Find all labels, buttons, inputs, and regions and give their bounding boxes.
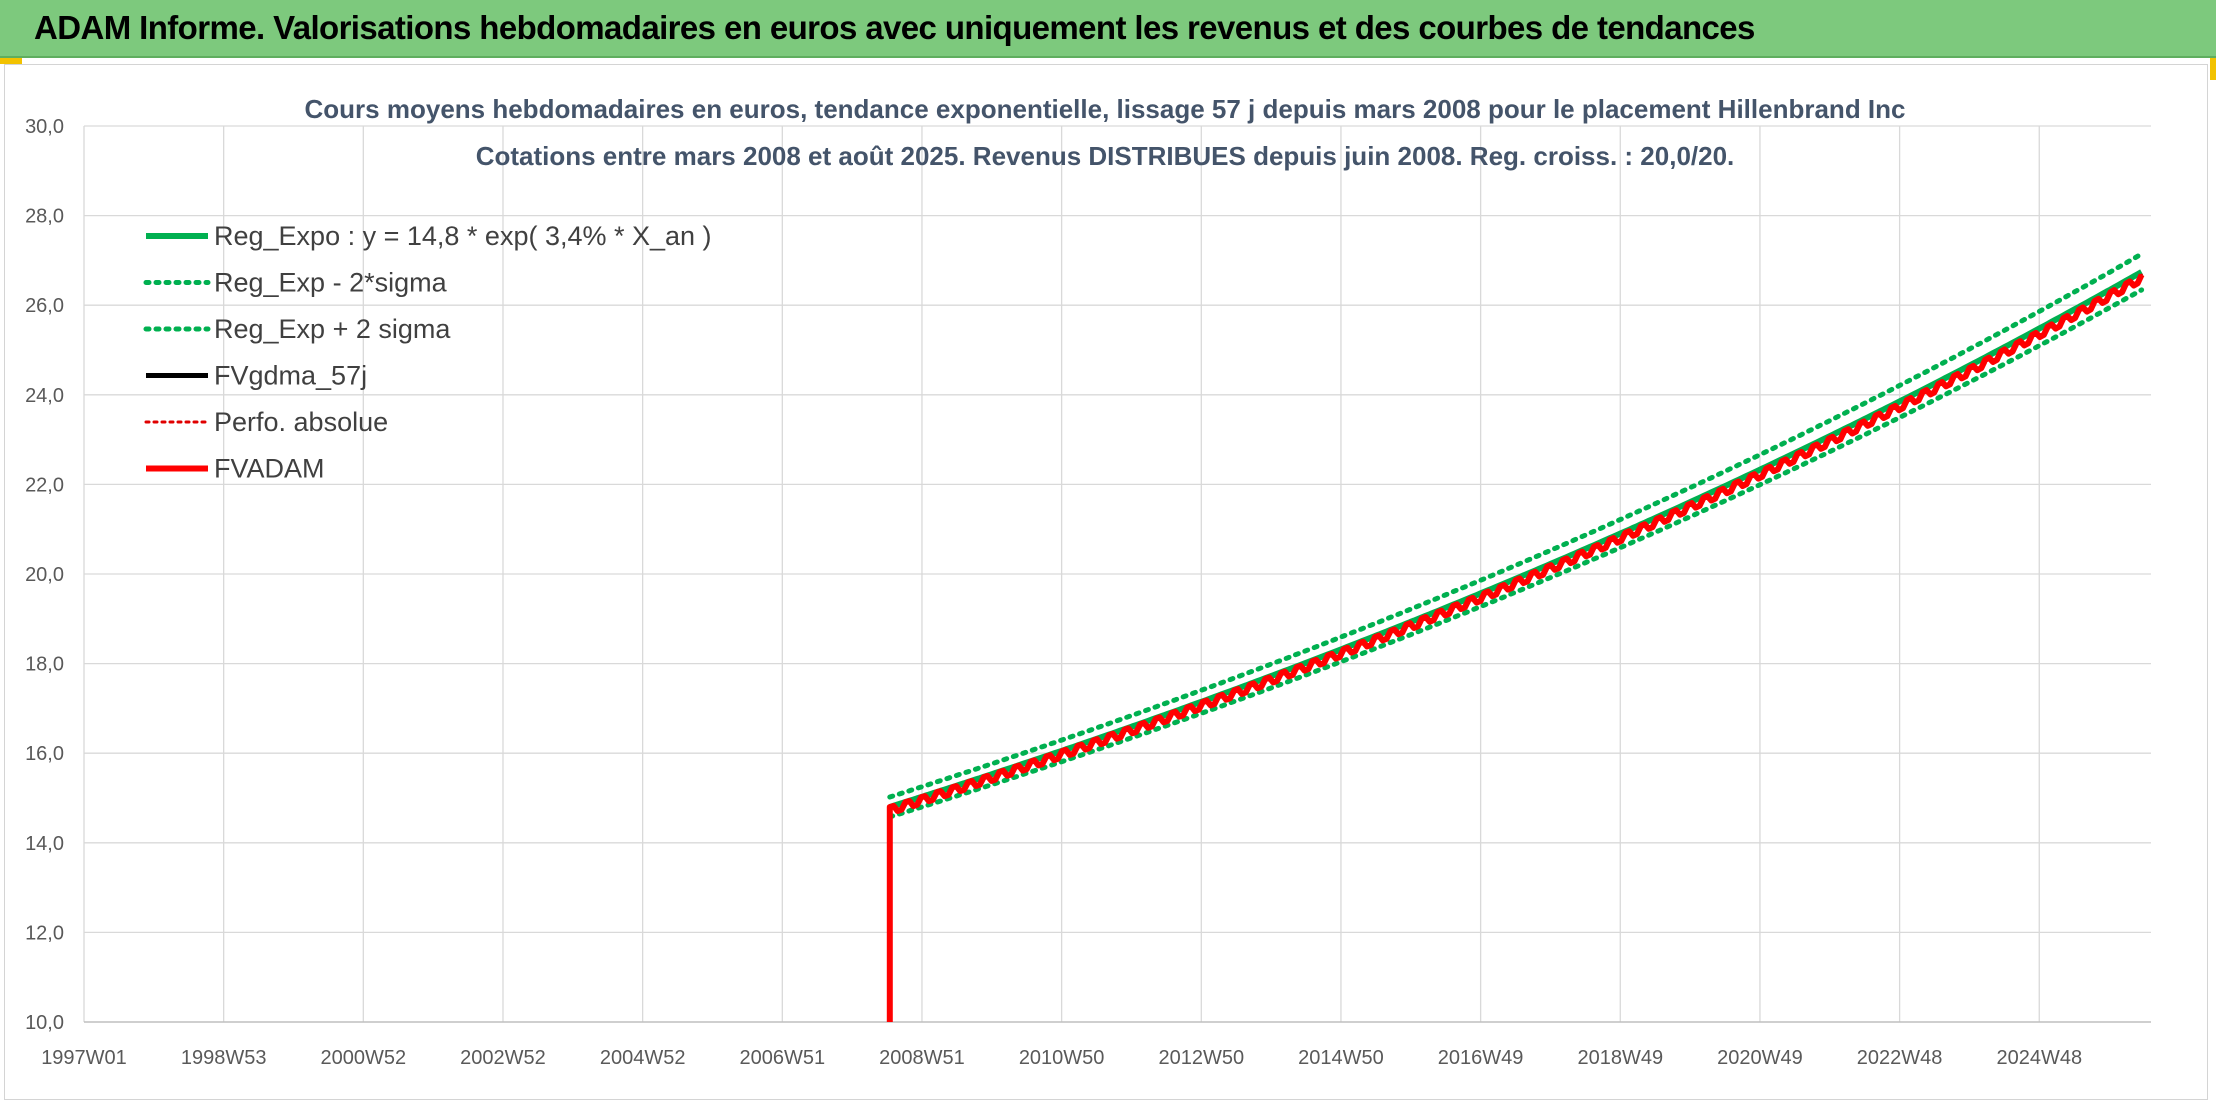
x-tick-label: 2002W52 [460, 1047, 546, 1069]
chart-title: Cours moyens hebdomadaires en euros, ten… [305, 94, 1906, 124]
y-axis-ticks: 10,0 12,0 14,0 16,0 18,0 20,0 22,0 24,0 26,0 28,0… [25, 116, 64, 1034]
chart-subtitle: Cotations entre mars 2008 et août 2025. … [476, 141, 1735, 171]
x-tick-label: 2006W51 [739, 1047, 825, 1069]
corner-marker-left [0, 58, 22, 64]
series-reg-expo [888, 269, 2144, 810]
y-tick-label: 30,0 [25, 116, 64, 138]
corner-marker-right [2210, 58, 2216, 80]
x-tick-label: 2020W49 [1717, 1047, 1803, 1069]
x-tick-label: 2014W50 [1298, 1047, 1384, 1069]
y-tick-label: 10,0 [25, 1012, 64, 1034]
x-tick-label: 1998W53 [181, 1047, 267, 1069]
x-tick-label: 2012W50 [1158, 1047, 1244, 1069]
report-title: ADAM Informe. Valorisations hebdomadaire… [34, 9, 1755, 46]
y-tick-label: 26,0 [25, 295, 64, 317]
x-tick-label: 2000W52 [321, 1047, 407, 1069]
legend-label: FVADAM [214, 454, 325, 484]
x-tick-label: 1997W01 [41, 1047, 127, 1069]
horizontal-gridlines [84, 125, 2151, 934]
x-tick-label: 2022W48 [1857, 1047, 1943, 1069]
chart-frame [4, 64, 2208, 1100]
series-reg-plus-sigma [887, 251, 2145, 800]
y-tick-label: 18,0 [25, 654, 64, 676]
legend-label: FVgdma_57j [214, 361, 367, 391]
x-axis-ticks: 1997W01 1998W53 2000W52 2002W52 2004W52 2006W… [41, 1047, 2082, 1069]
y-tick-label: 24,0 [25, 385, 64, 407]
vertical-gridlines [83, 126, 2040, 1022]
chart-legend: Reg_Expo : y = 14,8 * exp( 3,4% * X_an )… [143, 221, 712, 484]
y-tick-label: 16,0 [25, 743, 64, 765]
y-tick-label: 28,0 [25, 206, 64, 228]
x-tick-label: 2008W51 [879, 1047, 965, 1069]
series-fvadam [886, 273, 2145, 1022]
x-tick-label: 2010W50 [1019, 1047, 1105, 1069]
y-tick-label: 22,0 [25, 474, 64, 496]
x-tick-label: 2016W49 [1438, 1047, 1524, 1069]
y-tick-label: 12,0 [25, 922, 64, 944]
x-tick-label: 2018W49 [1577, 1047, 1663, 1069]
legend-label: Perfo. absolue [214, 407, 388, 437]
x-tick-label: 2024W48 [1996, 1047, 2082, 1069]
legend-label: Reg_Exp - 2*sigma [214, 268, 448, 298]
x-tick-label: 2004W52 [600, 1047, 686, 1069]
report-banner: ADAM Informe. Valorisations hebdomadaire… [0, 0, 2216, 58]
legend-label: Reg_Expo : y = 14,8 * exp( 3,4% * X_an ) [214, 221, 712, 251]
series-layer [886, 251, 2145, 1022]
y-tick-label: 14,0 [25, 833, 64, 855]
legend-label: Reg_Exp + 2 sigma [214, 314, 451, 344]
series-reg-minus-sigma [887, 287, 2145, 820]
y-tick-label: 20,0 [25, 564, 64, 586]
